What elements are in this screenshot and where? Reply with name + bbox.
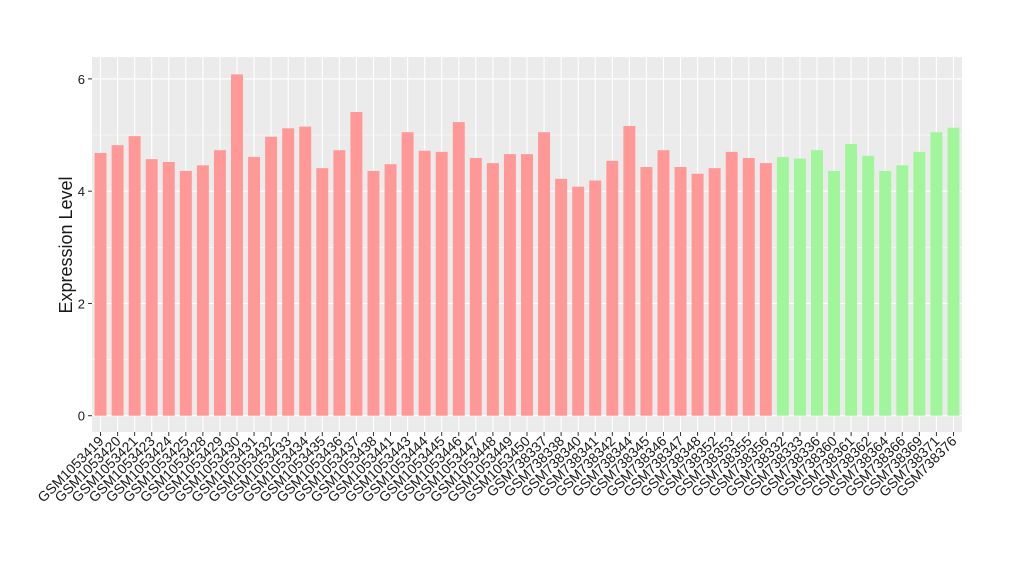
bar [725,151,738,416]
bar [913,151,926,416]
y-tick-label: 2 [78,296,85,311]
bar [435,151,448,416]
bar [947,127,960,416]
bar [828,170,841,416]
bar [657,150,670,416]
bar [555,178,568,416]
bar [213,150,226,416]
bar [930,132,943,416]
bar [469,158,482,416]
bar [316,168,329,416]
bar [742,158,755,416]
bar [811,150,823,416]
bar [691,173,704,416]
bar [879,170,892,416]
bar [299,126,312,416]
bar [759,163,772,416]
bar [248,156,261,416]
bar [793,158,806,416]
bar [776,156,789,416]
bar [606,160,619,416]
bar [128,136,141,416]
bar [845,144,858,416]
bar [486,163,499,416]
y-tick-label: 6 [78,72,85,87]
y-tick-label: 0 [78,409,85,424]
bar [145,159,158,416]
bar [503,154,516,416]
bar [350,112,363,416]
bar [196,165,209,416]
bar [674,167,687,416]
bar [708,168,721,416]
bar [94,152,107,416]
bar [623,126,636,416]
y-axis-title: Expression Level [56,176,76,313]
bar [265,136,278,416]
bar [333,150,346,416]
bar [111,145,124,416]
y-tick-label: 4 [78,184,85,199]
bar [401,132,414,416]
bar [862,155,875,416]
bar [572,186,585,416]
bar [896,165,909,416]
bar [418,150,431,416]
bar [162,161,175,416]
bar [640,167,653,416]
bar [367,170,380,416]
bar [589,180,602,416]
bar [521,154,533,416]
bar [452,122,465,416]
bar [538,132,551,416]
bar [179,170,192,416]
bar [384,164,397,416]
bar [282,128,295,416]
bar [231,74,243,416]
